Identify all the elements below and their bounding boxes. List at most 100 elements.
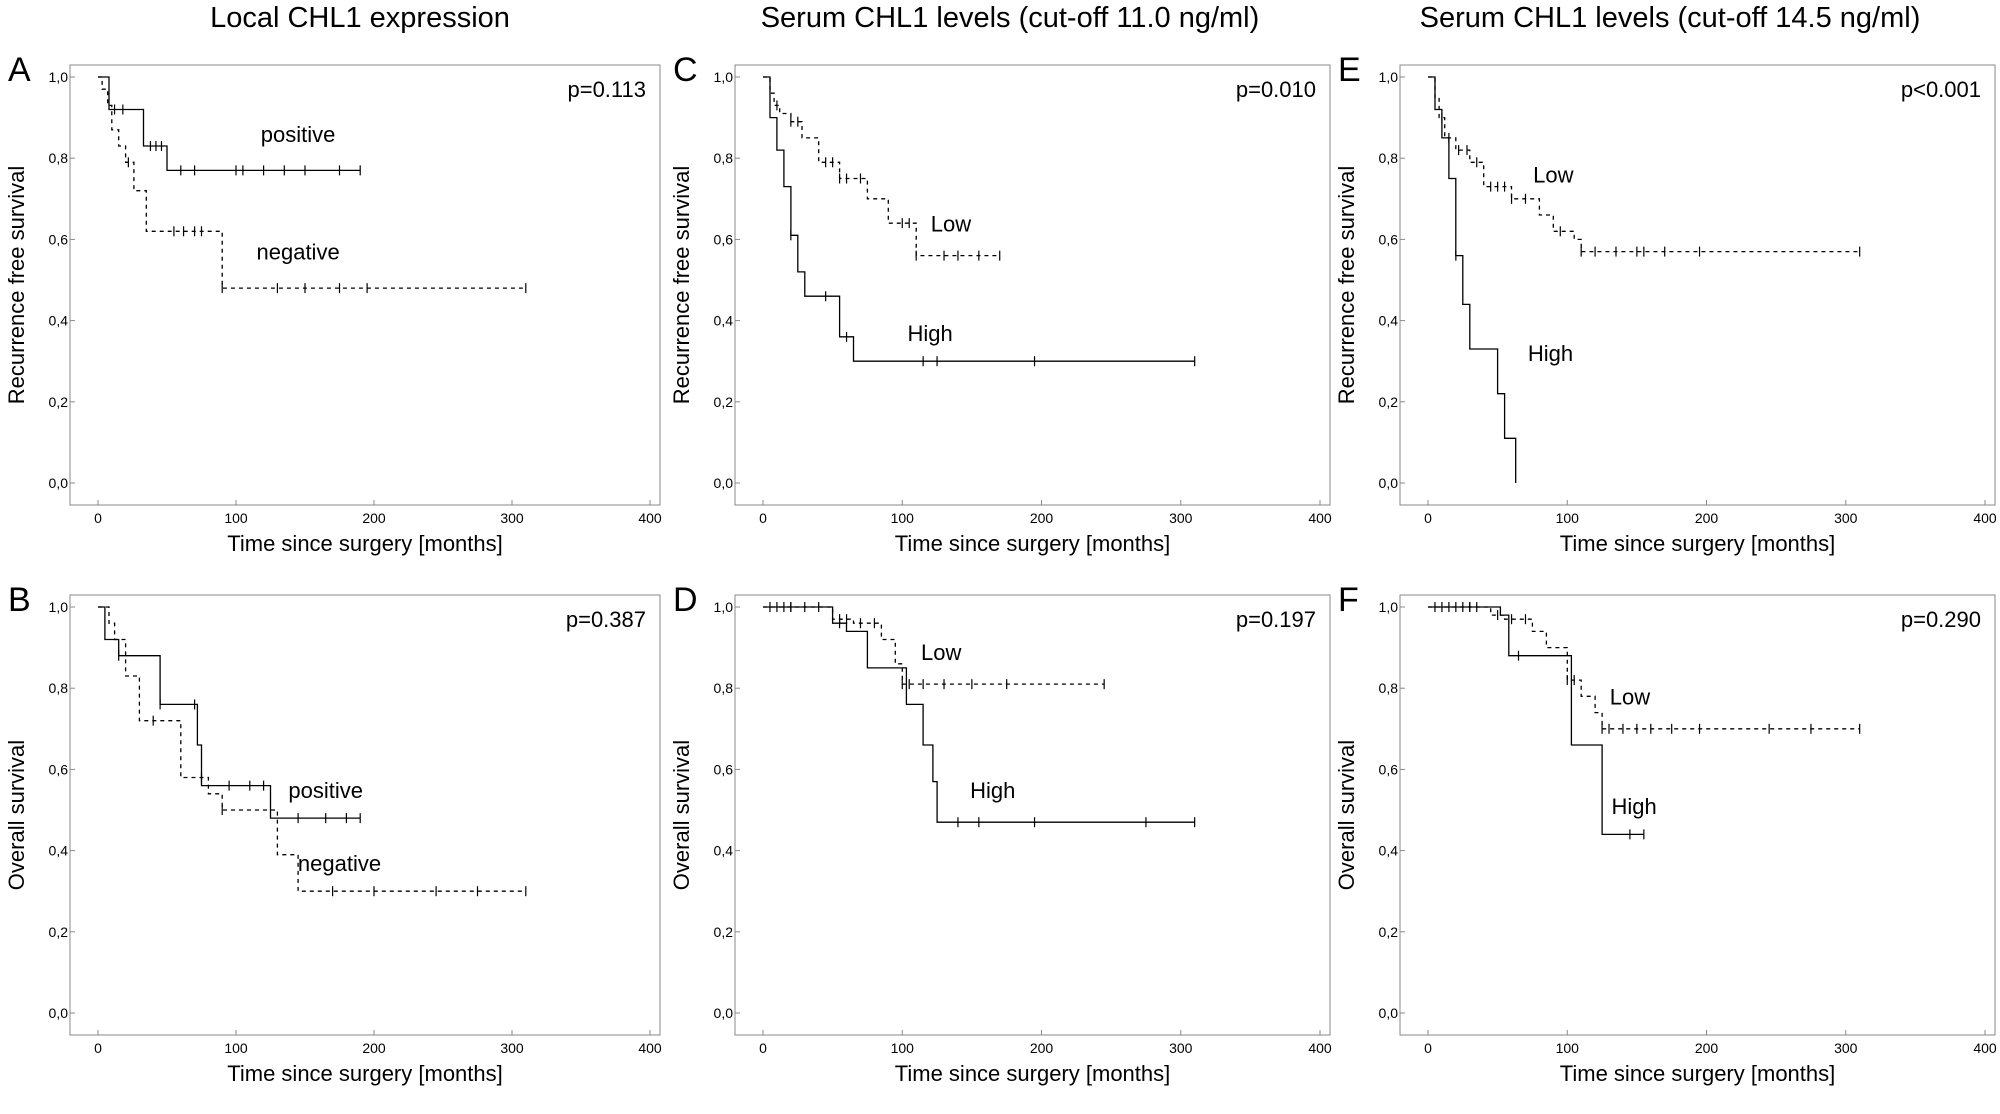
y-tick-label: 0,4 [714, 843, 734, 859]
y-axis-label: Recurrence free survival [4, 166, 29, 404]
y-axis-label: Recurrence free survival [1334, 166, 1359, 404]
x-tick-label: 100 [224, 510, 248, 526]
y-tick-label: 1,0 [49, 69, 69, 85]
x-axis-label: Time since surgery [months] [895, 1061, 1171, 1086]
panel-letter: B [8, 581, 31, 619]
series-label-negative: negative [257, 240, 340, 265]
x-tick-label: 300 [1169, 1040, 1193, 1056]
y-tick-label: 1,0 [1379, 69, 1399, 85]
x-tick-label: 100 [891, 510, 915, 526]
series-label-positive: positive [288, 778, 363, 803]
panel-c: C 0,0 0,2 0,4 0,6 0,8 1,0 0 100 200 300 400 Time sin… [669, 51, 1332, 556]
y-tick-label: 0,8 [1379, 150, 1399, 166]
x-axis-label: Time since surgery [months] [227, 531, 503, 556]
x-tick-label: 100 [1556, 510, 1580, 526]
series-label-high: High [907, 321, 952, 346]
panel-letter: C [673, 51, 698, 89]
panel-letter: F [1338, 581, 1359, 619]
x-tick-label: 100 [224, 1040, 248, 1056]
y-axis-label: Overall survival [669, 740, 694, 890]
series-label-high: High [1528, 341, 1573, 366]
x-tick-label: 300 [500, 510, 524, 526]
p-value-label: p<0.001 [1901, 77, 1981, 102]
x-tick-label: 400 [1308, 510, 1332, 526]
plot-frame [1399, 594, 1996, 1036]
p-value-label: p=0.197 [1236, 607, 1316, 632]
y-tick-label: 1,0 [1379, 599, 1399, 615]
plot-frame [69, 64, 661, 506]
series-line-negative [98, 606, 526, 892]
x-tick-label: 400 [638, 1040, 662, 1056]
p-value-label: p=0.387 [566, 607, 646, 632]
p-value-label: p=0.290 [1901, 607, 1981, 632]
y-axis-label: Overall survival [1334, 740, 1359, 890]
x-tick-label: 200 [1030, 510, 1054, 526]
panel-letter: A [8, 51, 31, 89]
x-tick-label: 200 [1030, 1040, 1054, 1056]
y-tick-label: 0,2 [714, 394, 734, 410]
x-tick-label: 0 [1424, 1040, 1432, 1056]
y-tick-label: 0,4 [1379, 843, 1399, 859]
series-label-high: High [970, 778, 1015, 803]
series-line-low [1428, 76, 1860, 253]
y-tick-label: 0,6 [714, 231, 734, 247]
y-tick-label: 0,8 [714, 150, 734, 166]
x-tick-label: 200 [362, 1040, 386, 1056]
series-line-positive [98, 76, 361, 172]
y-tick-label: 0,2 [49, 924, 69, 940]
series-line-low [763, 76, 1000, 257]
y-tick-label: 0,0 [49, 475, 69, 491]
y-tick-label: 0,0 [49, 1005, 69, 1021]
panel-b: B 0,0 0,2 0,4 0,6 0,8 1,0 0 100 200 300 400 Time sin… [4, 581, 662, 1086]
x-axis-label: Time since surgery [months] [1560, 1061, 1836, 1086]
y-tick-label: 0,4 [1379, 313, 1399, 329]
y-tick-label: 1,0 [714, 599, 734, 615]
x-tick-label: 400 [1308, 1040, 1332, 1056]
y-tick-label: 0,8 [49, 150, 69, 166]
x-tick-label: 200 [1695, 510, 1719, 526]
y-tick-label: 0,2 [1379, 394, 1399, 410]
series-label-positive: positive [261, 122, 336, 147]
panel-d: D 0,0 0,2 0,4 0,6 0,8 1,0 0 100 200 300 400 Time sin… [669, 581, 1332, 1086]
x-tick-label: 300 [1169, 510, 1193, 526]
y-tick-label: 0,6 [714, 761, 734, 777]
y-tick-label: 0,0 [1379, 1005, 1399, 1021]
plot-frame [1399, 64, 1996, 506]
panel-letter: E [1338, 51, 1361, 89]
y-tick-label: 1,0 [49, 599, 69, 615]
series-line-negative [98, 76, 526, 289]
panel-e: E 0,0 0,2 0,4 0,6 0,8 1,0 0 100 200 300 400 Time sin… [1334, 51, 1997, 556]
y-tick-label: 0,6 [49, 761, 69, 777]
p-value-label: p=0.010 [1236, 77, 1316, 102]
x-tick-label: 0 [759, 1040, 767, 1056]
series-line-high [763, 76, 1195, 362]
series-label-low: Low [931, 211, 971, 236]
panel-letter: D [673, 581, 698, 619]
x-tick-label: 0 [94, 510, 102, 526]
y-tick-label: 0,6 [49, 231, 69, 247]
plot-frame [734, 64, 1331, 506]
panel-f: F 0,0 0,2 0,4 0,6 0,8 1,0 0 100 200 300 400 Time sin… [1334, 581, 1997, 1086]
x-tick-label: 300 [1834, 1040, 1858, 1056]
x-tick-label: 0 [759, 510, 767, 526]
p-value-label: p=0.113 [567, 77, 646, 102]
x-tick-label: 400 [638, 510, 662, 526]
x-tick-label: 200 [1695, 1040, 1719, 1056]
plot-frame [69, 594, 661, 1036]
series-line-high [1428, 76, 1517, 483]
y-axis-label: Recurrence free survival [669, 166, 694, 404]
x-axis-label: Time since surgery [months] [895, 531, 1171, 556]
y-tick-label: 0,0 [1379, 475, 1399, 491]
series-label-low: Low [1610, 684, 1650, 709]
column-title-serum-cutoff-14-5: Serum CHL1 levels (cut-off 14.5 ng/ml) [1419, 2, 1921, 34]
series-label-high: High [1611, 794, 1656, 819]
x-tick-label: 300 [1834, 510, 1858, 526]
x-axis-label: Time since surgery [months] [1560, 531, 1836, 556]
y-tick-label: 0,8 [1379, 680, 1399, 696]
y-tick-label: 0,2 [49, 394, 69, 410]
x-tick-label: 0 [1424, 510, 1432, 526]
y-tick-label: 0,6 [1379, 761, 1399, 777]
panel-a: A 0,0 0,2 0,4 0,6 0,8 1,0 0 100 200 300 400 Time sin… [4, 51, 662, 556]
x-tick-label: 100 [891, 1040, 915, 1056]
